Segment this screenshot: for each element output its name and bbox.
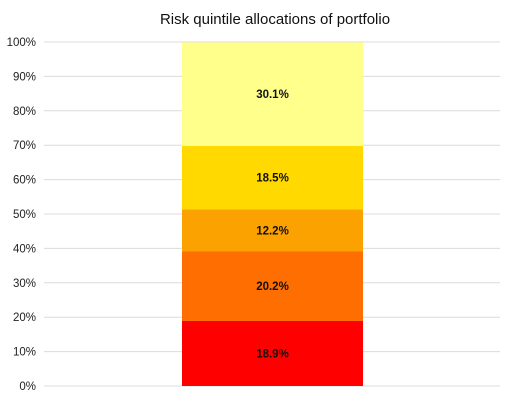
y-tick-label: 0% [19,381,36,393]
bar-segment-1 [182,320,363,386]
bar-segment-3 [182,209,363,252]
segment-label-4: 18.5% [256,173,289,185]
bar-segment-2 [182,251,363,321]
segment-labels: 18.9% 20.2% 12.2% 18.5% 30.1% [256,89,289,360]
y-tick-label: 80% [13,106,36,118]
y-tick-label: 90% [13,71,36,83]
segment-label-2: 20.2% [256,281,289,293]
bar-segment-4 [182,145,363,210]
stacked-bar [182,42,363,386]
segment-label-3: 12.2% [256,226,289,238]
y-axis-ticks: 0% 10% 20% 30% 40% 50% 60% 70% 80% 90% 100% [7,37,36,393]
y-tick-label: 20% [13,312,36,324]
segment-label-1: 18.9% [256,348,289,360]
bar-segment-5 [182,42,363,146]
y-tick-label: 100% [7,37,36,49]
y-tick-label: 70% [13,140,36,152]
chart-title: Risk quintile allocations of portfolio [160,11,390,28]
segment-label-5: 30.1% [256,89,289,101]
y-tick-label: 10% [13,347,36,359]
y-tick-label: 50% [13,209,36,221]
y-tick-label: 30% [13,278,36,290]
y-tick-label: 40% [13,243,36,255]
y-tick-label: 60% [13,175,36,187]
